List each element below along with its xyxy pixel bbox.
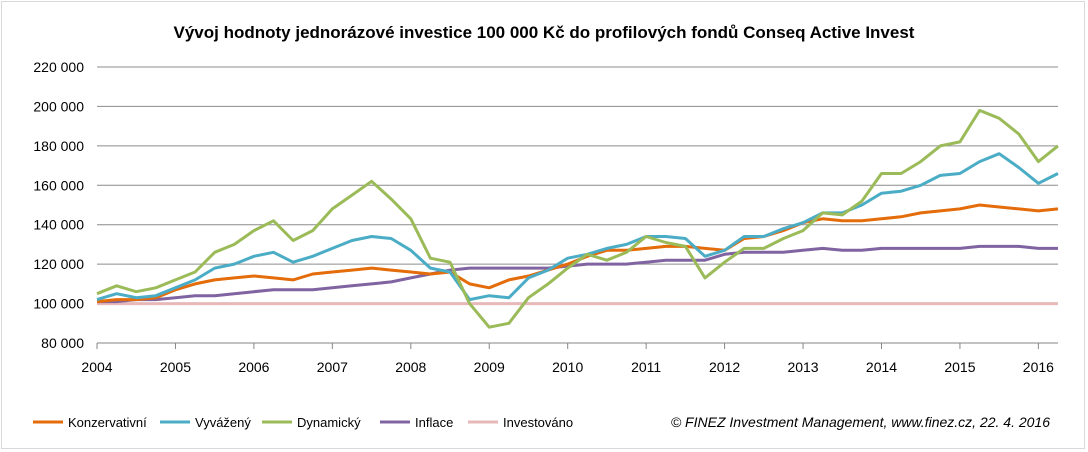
x-tick-label: 2016 bbox=[1023, 359, 1054, 375]
copyright-annotation: © FINEZ Investment Management, www.finez… bbox=[671, 414, 1050, 430]
legend-item: Inflace bbox=[380, 415, 453, 430]
y-tick-label: 120 000 bbox=[33, 256, 84, 272]
x-tick-label: 2012 bbox=[709, 359, 740, 375]
series-line-konzervativní bbox=[96, 203, 1059, 304]
x-tick-label: 2005 bbox=[160, 359, 191, 375]
x-tick-label: 2009 bbox=[474, 359, 505, 375]
x-tick-label: 2010 bbox=[552, 359, 583, 375]
y-tick-label: 200 000 bbox=[33, 98, 84, 114]
y-tick-label: 160 000 bbox=[33, 177, 84, 193]
x-tick-label: 2015 bbox=[944, 359, 975, 375]
x-tick-label: 2014 bbox=[866, 359, 897, 375]
legend-item: Konzervativní bbox=[33, 415, 147, 430]
legend-item: Vyvážený bbox=[160, 415, 251, 430]
x-tick-label: 2008 bbox=[395, 359, 426, 375]
x-tick-label: 2011 bbox=[631, 359, 661, 375]
legend-item: Investováno bbox=[468, 415, 573, 430]
legend-label: Investováno bbox=[503, 415, 573, 430]
x-tick-label: 2006 bbox=[238, 359, 269, 375]
legend-label: Dynamický bbox=[297, 415, 361, 430]
legend-label: Inflace bbox=[415, 415, 453, 430]
series-line-dynamický bbox=[96, 108, 1059, 329]
chart-title: Vývoj hodnoty jednorázové investice 100 … bbox=[174, 23, 915, 42]
x-tick-label: 2007 bbox=[317, 359, 348, 375]
y-tick-label: 100 000 bbox=[33, 296, 84, 312]
x-tick-label: 2004 bbox=[81, 359, 112, 375]
legend-label: Konzervativní bbox=[68, 415, 147, 430]
series-line-vyvážený bbox=[96, 152, 1059, 302]
x-tick-label: 2013 bbox=[787, 359, 818, 375]
series-line-inflace bbox=[97, 244, 1058, 304]
y-tick-label: 80 000 bbox=[41, 335, 84, 351]
legend-item: Dynamický bbox=[262, 415, 361, 430]
y-tick-label: 140 000 bbox=[33, 217, 84, 233]
legend-label: Vyvážený bbox=[195, 415, 251, 430]
y-tick-label: 220 000 bbox=[33, 59, 84, 75]
y-tick-label: 180 000 bbox=[33, 138, 84, 154]
